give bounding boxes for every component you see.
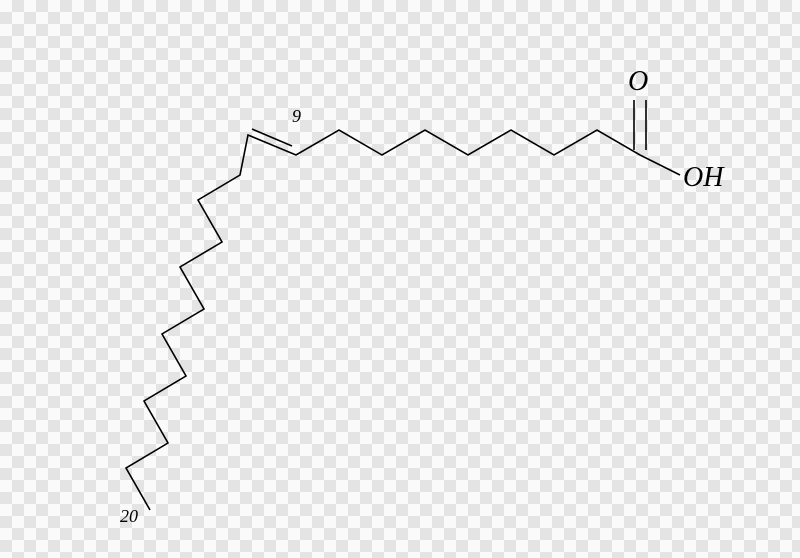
hydroxyl-label: OH (683, 162, 725, 193)
carbon-20-index: 20 (120, 506, 138, 526)
cis-double-bond-inner (252, 129, 292, 146)
carbon-9-index: 9 (292, 106, 301, 126)
oxygen-double-label: O (628, 66, 648, 97)
carbon-backbone (126, 130, 640, 510)
molecule-diagram: O OH 9 20 (0, 0, 800, 558)
c1-oh-bond (640, 155, 680, 175)
